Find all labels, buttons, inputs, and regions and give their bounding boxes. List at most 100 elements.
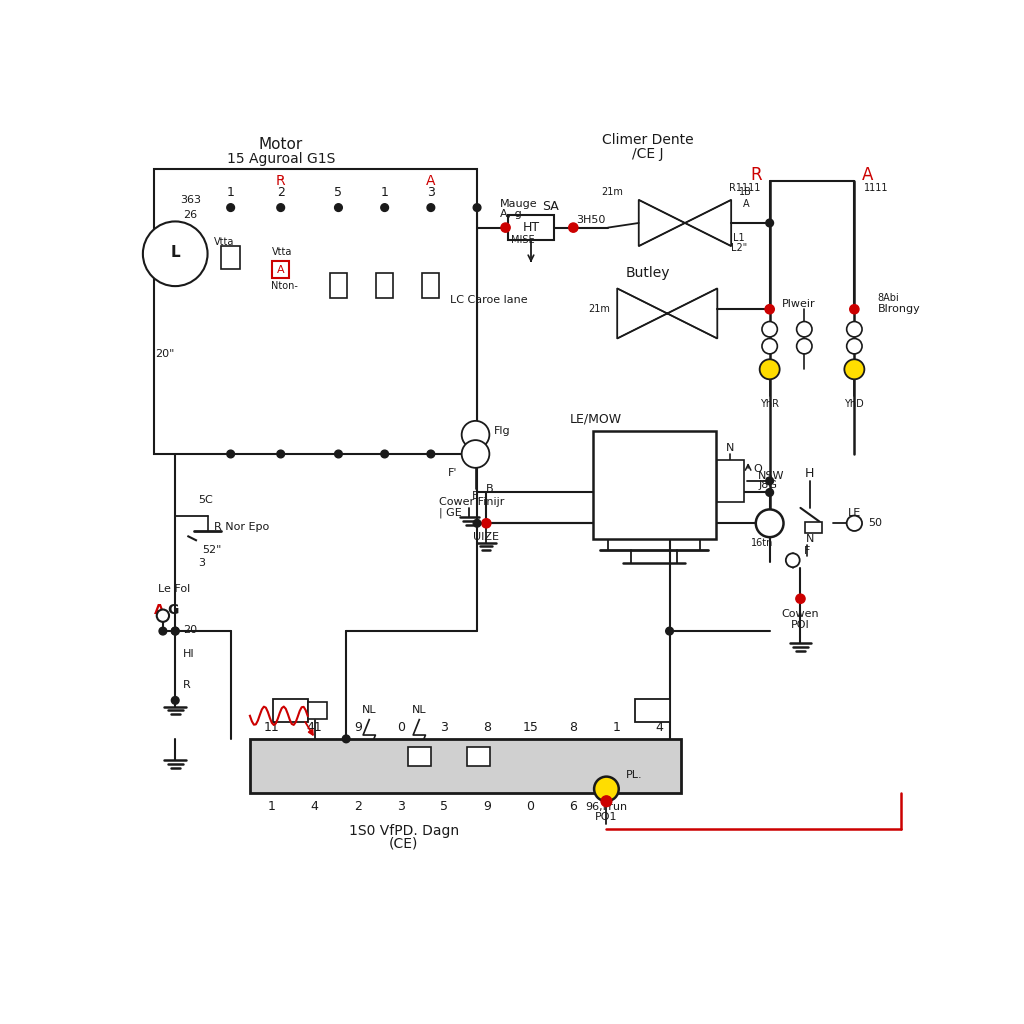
Circle shape [473,204,481,211]
Circle shape [766,305,773,313]
Bar [635,698,670,722]
Text: 1: 1 [267,800,275,813]
Text: MISE: MISE [511,234,536,245]
Bar [408,746,431,766]
Text: 52": 52" [202,545,221,555]
Text: 1B: 1B [739,187,752,198]
Circle shape [850,304,859,313]
Circle shape [666,628,674,635]
Text: 15 Aguroal G1S: 15 Aguroal G1S [226,153,335,166]
Text: 26: 26 [183,210,198,220]
Text: Climer Dente: Climer Dente [602,133,694,146]
Text: A: A [742,199,750,209]
Circle shape [766,477,773,484]
Text: Le Fol: Le Fol [158,584,189,594]
Text: PL.: PL. [626,770,642,780]
Text: 20: 20 [183,625,197,635]
Text: 3H50: 3H50 [577,215,606,225]
Text: H: H [805,467,814,479]
Text: F: F [804,546,810,556]
Text: R: R [751,166,762,184]
Circle shape [276,451,285,458]
Circle shape [381,451,388,458]
Text: (CE): (CE) [389,837,419,851]
Circle shape [171,696,179,705]
Circle shape [766,488,773,497]
Bar [717,460,744,503]
Text: LC Caroe lane: LC Caroe lane [451,295,527,305]
Text: 11: 11 [263,721,280,734]
Text: B: B [486,483,494,494]
Text: 1: 1 [226,185,234,199]
Text: IS: IS [764,518,775,528]
Text: 0: 0 [526,800,535,813]
Text: 96,Frun: 96,Frun [586,802,628,812]
Text: 50: 50 [868,518,883,528]
Text: Vtta: Vtta [214,238,234,247]
Text: PO1: PO1 [595,812,617,822]
Text: 2: 2 [353,800,361,813]
Text: E: E [472,492,479,502]
Circle shape [342,735,350,742]
Text: A: A [154,602,165,616]
Bar [273,698,307,722]
Text: SA: SA [542,200,558,213]
Circle shape [462,440,489,468]
Text: Flg: Flg [494,426,511,436]
Text: 3: 3 [427,185,435,199]
Circle shape [845,359,864,379]
Text: 0: 0 [397,721,404,734]
Text: 3: 3 [199,558,206,568]
Circle shape [427,204,435,211]
Text: Cowen: Cowen [781,609,819,620]
Circle shape [226,204,234,211]
Text: LE/MOW: LE/MOW [569,413,622,426]
Text: O: O [754,464,763,474]
Text: HT: HT [522,221,540,234]
Circle shape [796,594,805,603]
Bar [467,746,490,766]
Text: 41: 41 [307,721,323,734]
Text: 20": 20" [156,349,174,358]
Text: L1: L1 [733,233,744,244]
Circle shape [226,451,234,458]
Text: /CE J: /CE J [632,146,664,161]
Text: A: A [276,265,285,275]
Circle shape [501,223,510,232]
Text: 1111: 1111 [863,183,888,194]
Text: HI: HI [183,649,195,659]
Text: N: N [725,442,734,453]
Circle shape [785,553,800,567]
Bar [508,215,554,240]
Text: N: N [806,534,814,544]
Circle shape [171,628,179,635]
Text: Cower Finijr: Cower Finijr [438,497,504,507]
Text: Blrongy: Blrongy [878,304,921,314]
Text: 4: 4 [310,800,318,813]
Text: 3: 3 [397,800,404,813]
Text: NL: NL [412,705,427,715]
Text: R: R [183,680,190,690]
Text: F': F' [449,468,458,478]
Bar [272,261,289,279]
Text: 1: 1 [612,721,621,734]
Circle shape [762,322,777,337]
Text: 16tn: 16tn [751,538,773,548]
Circle shape [797,339,812,354]
Bar [805,522,822,534]
Text: L: L [170,245,180,260]
Bar [250,739,681,793]
Text: YhR: YhR [760,399,779,409]
Circle shape [797,322,812,337]
Circle shape [568,223,578,232]
Bar [330,273,347,298]
Text: POI: POI [792,620,810,630]
Text: 9: 9 [483,800,490,813]
Text: NL: NL [361,705,377,715]
Bar [593,431,716,539]
Text: 1: 1 [381,185,388,199]
Text: 15: 15 [522,721,539,734]
Circle shape [481,519,490,528]
Text: 21m: 21m [601,187,624,198]
Bar [221,246,240,269]
